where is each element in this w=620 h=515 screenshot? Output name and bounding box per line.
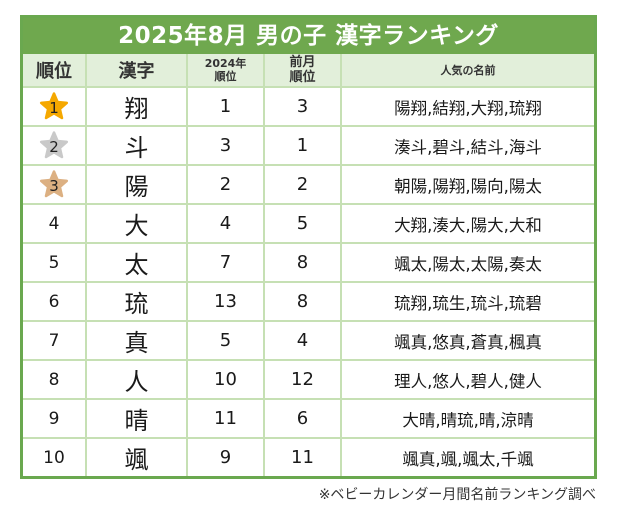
prev-month-rank-cell: 4 (263, 320, 342, 361)
popular-names-cell: 颯真,颯,颯太,千颯 (340, 437, 594, 476)
header-2024-rank-line2: 順位 (214, 70, 237, 83)
kanji-cell: 人 (85, 359, 188, 400)
rank-2024-cell: 7 (186, 242, 265, 283)
table-row: 1 翔 1 3 陽翔,結翔,大翔,琉翔 (23, 86, 594, 127)
rank-2024-cell: 3 (186, 125, 265, 166)
popular-names-cell: 湊斗,碧斗,結斗,海斗 (340, 125, 594, 166)
kanji-cell: 翔 (85, 86, 188, 127)
table-row: 10 颯 9 11 颯真,颯,颯太,千颯 (23, 437, 594, 476)
prev-month-rank-cell: 2 (263, 164, 342, 205)
rank-cell: 2 (23, 125, 87, 166)
rank-cell: 5 (23, 242, 87, 283)
prev-month-rank-cell: 5 (263, 203, 342, 244)
popular-names-cell: 朝陽,陽翔,陽向,陽太 (340, 164, 594, 205)
rank-2024-cell: 4 (186, 203, 265, 244)
medal-rank-number: 2 (49, 137, 59, 156)
table-row: 9 晴 11 6 大晴,晴琉,晴,涼晴 (23, 398, 594, 439)
kanji-cell: 斗 (85, 125, 188, 166)
rank-2024-cell: 2 (186, 164, 265, 205)
kanji-cell: 太 (85, 242, 188, 283)
table-title: 2025年8月 男の子 漢字ランキング (23, 18, 594, 54)
rank-cell: 10 (23, 437, 87, 476)
popular-names-cell: 理人,悠人,碧人,健人 (340, 359, 594, 400)
header-prev-month-rank: 前月 順位 (263, 54, 342, 88)
ranking-table: 順位 漢字 2024年 順位 前月 順位 人気の名前 1 翔 1 3 陽翔,結翔… (23, 54, 594, 476)
header-prev-month-line2: 順位 (289, 70, 316, 85)
rank-cell: 6 (23, 281, 87, 322)
rank-cell: 9 (23, 398, 87, 439)
table-row: 6 琉 13 8 琉翔,琉生,琉斗,琉碧 (23, 281, 594, 322)
popular-names-cell: 颯真,悠真,蒼真,楓真 (340, 320, 594, 361)
popular-names-cell: 陽翔,結翔,大翔,琉翔 (340, 86, 594, 127)
table-row: 8 人 10 12 理人,悠人,碧人,健人 (23, 359, 594, 400)
rank-2024-cell: 11 (186, 398, 265, 439)
medal-rank-number: 1 (49, 98, 59, 117)
prev-month-rank-cell: 12 (263, 359, 342, 400)
header-kanji: 漢字 (85, 54, 188, 88)
kanji-cell: 晴 (85, 398, 188, 439)
silver-star-icon: 2 (39, 130, 69, 161)
prev-month-rank-cell: 8 (263, 242, 342, 283)
popular-names-cell: 颯太,陽太,太陽,奏太 (340, 242, 594, 283)
prev-month-rank-cell: 11 (263, 437, 342, 476)
table-row: 3 陽 2 2 朝陽,陽翔,陽向,陽太 (23, 164, 594, 205)
rank-cell: 1 (23, 86, 87, 127)
rank-2024-cell: 5 (186, 320, 265, 361)
prev-month-rank-cell: 3 (263, 86, 342, 127)
kanji-cell: 琉 (85, 281, 188, 322)
header-2024-rank-line1: 2024年 (204, 57, 247, 70)
rank-cell: 4 (23, 203, 87, 244)
kanji-cell: 颯 (85, 437, 188, 476)
rank-cell: 7 (23, 320, 87, 361)
rank-2024-cell: 9 (186, 437, 265, 476)
header-rank: 順位 (23, 54, 87, 88)
ranking-table-container: 2025年8月 男の子 漢字ランキング 順位 漢字 2024年 順位 前月 順位… (20, 15, 597, 479)
header-prev-month-line1: 前月 (289, 55, 316, 70)
header-2024-rank: 2024年 順位 (186, 54, 265, 88)
prev-month-rank-cell: 8 (263, 281, 342, 322)
rank-cell: 8 (23, 359, 87, 400)
table-row: 5 太 7 8 颯太,陽太,太陽,奏太 (23, 242, 594, 283)
table-row: 2 斗 3 1 湊斗,碧斗,結斗,海斗 (23, 125, 594, 166)
popular-names-cell: 琉翔,琉生,琉斗,琉碧 (340, 281, 594, 322)
header-popular-names: 人気の名前 (340, 54, 594, 88)
rank-2024-cell: 1 (186, 86, 265, 127)
medal-rank-number: 3 (49, 176, 59, 195)
popular-names-cell: 大晴,晴琉,晴,涼晴 (340, 398, 594, 439)
kanji-cell: 陽 (85, 164, 188, 205)
prev-month-rank-cell: 1 (263, 125, 342, 166)
rank-2024-cell: 10 (186, 359, 265, 400)
popular-names-cell: 大翔,湊大,陽大,大和 (340, 203, 594, 244)
table-row: 7 真 5 4 颯真,悠真,蒼真,楓真 (23, 320, 594, 361)
gold-star-icon: 1 (39, 91, 69, 122)
bronze-star-icon: 3 (39, 169, 69, 200)
header-row: 順位 漢字 2024年 順位 前月 順位 人気の名前 (23, 54, 594, 88)
source-footnote: ※ベビーカレンダー月間名前ランキング調べ (318, 487, 596, 503)
table-row: 4 大 4 5 大翔,湊大,陽大,大和 (23, 203, 594, 244)
rank-2024-cell: 13 (186, 281, 265, 322)
prev-month-rank-cell: 6 (263, 398, 342, 439)
kanji-cell: 真 (85, 320, 188, 361)
rank-cell: 3 (23, 164, 87, 205)
kanji-cell: 大 (85, 203, 188, 244)
